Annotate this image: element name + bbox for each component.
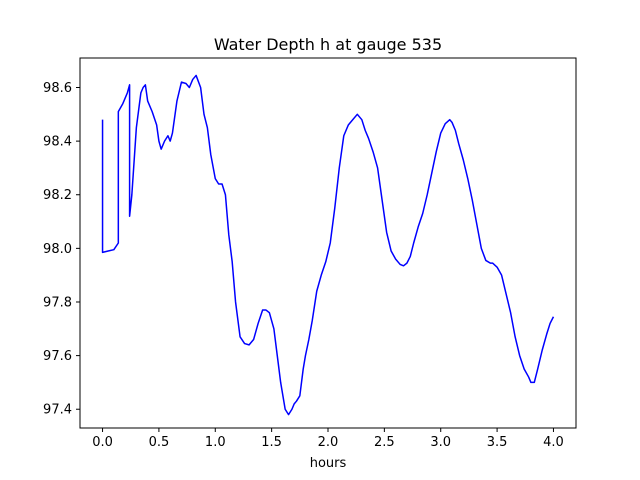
x-tick-label: 4.0: [543, 435, 564, 450]
x-tick-label: 3.5: [487, 435, 508, 450]
y-tick-label: 97.8: [43, 295, 72, 310]
plot-area: [101, 74, 555, 416]
y-tick-label: 98.6: [43, 81, 72, 96]
x-tick-label: 0.0: [92, 435, 113, 450]
x-tick-label: 1.0: [205, 435, 226, 450]
series-line: [101, 74, 555, 416]
y-axis: 97.4 97.6 97.8 98.0 98.2 98.4 98.6: [43, 81, 80, 418]
y-tick-label: 98.0: [43, 242, 72, 257]
y-tick-label: 97.6: [43, 349, 72, 364]
y-tick-label: 98.2: [43, 188, 72, 203]
x-tick-label: 2.0: [318, 435, 339, 450]
x-tick-label: 1.5: [261, 435, 282, 450]
chart-title: Water Depth h at gauge 535: [214, 35, 442, 54]
x-tick-label: 2.5: [374, 435, 395, 450]
x-tick-label: 3.0: [430, 435, 451, 450]
y-tick-label: 97.4: [43, 403, 72, 418]
x-axis: 0.0 0.5 1.0 1.5 2.0 2.5 3.0 3.5 4.0: [92, 428, 564, 450]
y-tick-label: 98.4: [43, 135, 72, 150]
x-axis-label: hours: [310, 456, 347, 471]
x-tick-label: 0.5: [149, 435, 170, 450]
